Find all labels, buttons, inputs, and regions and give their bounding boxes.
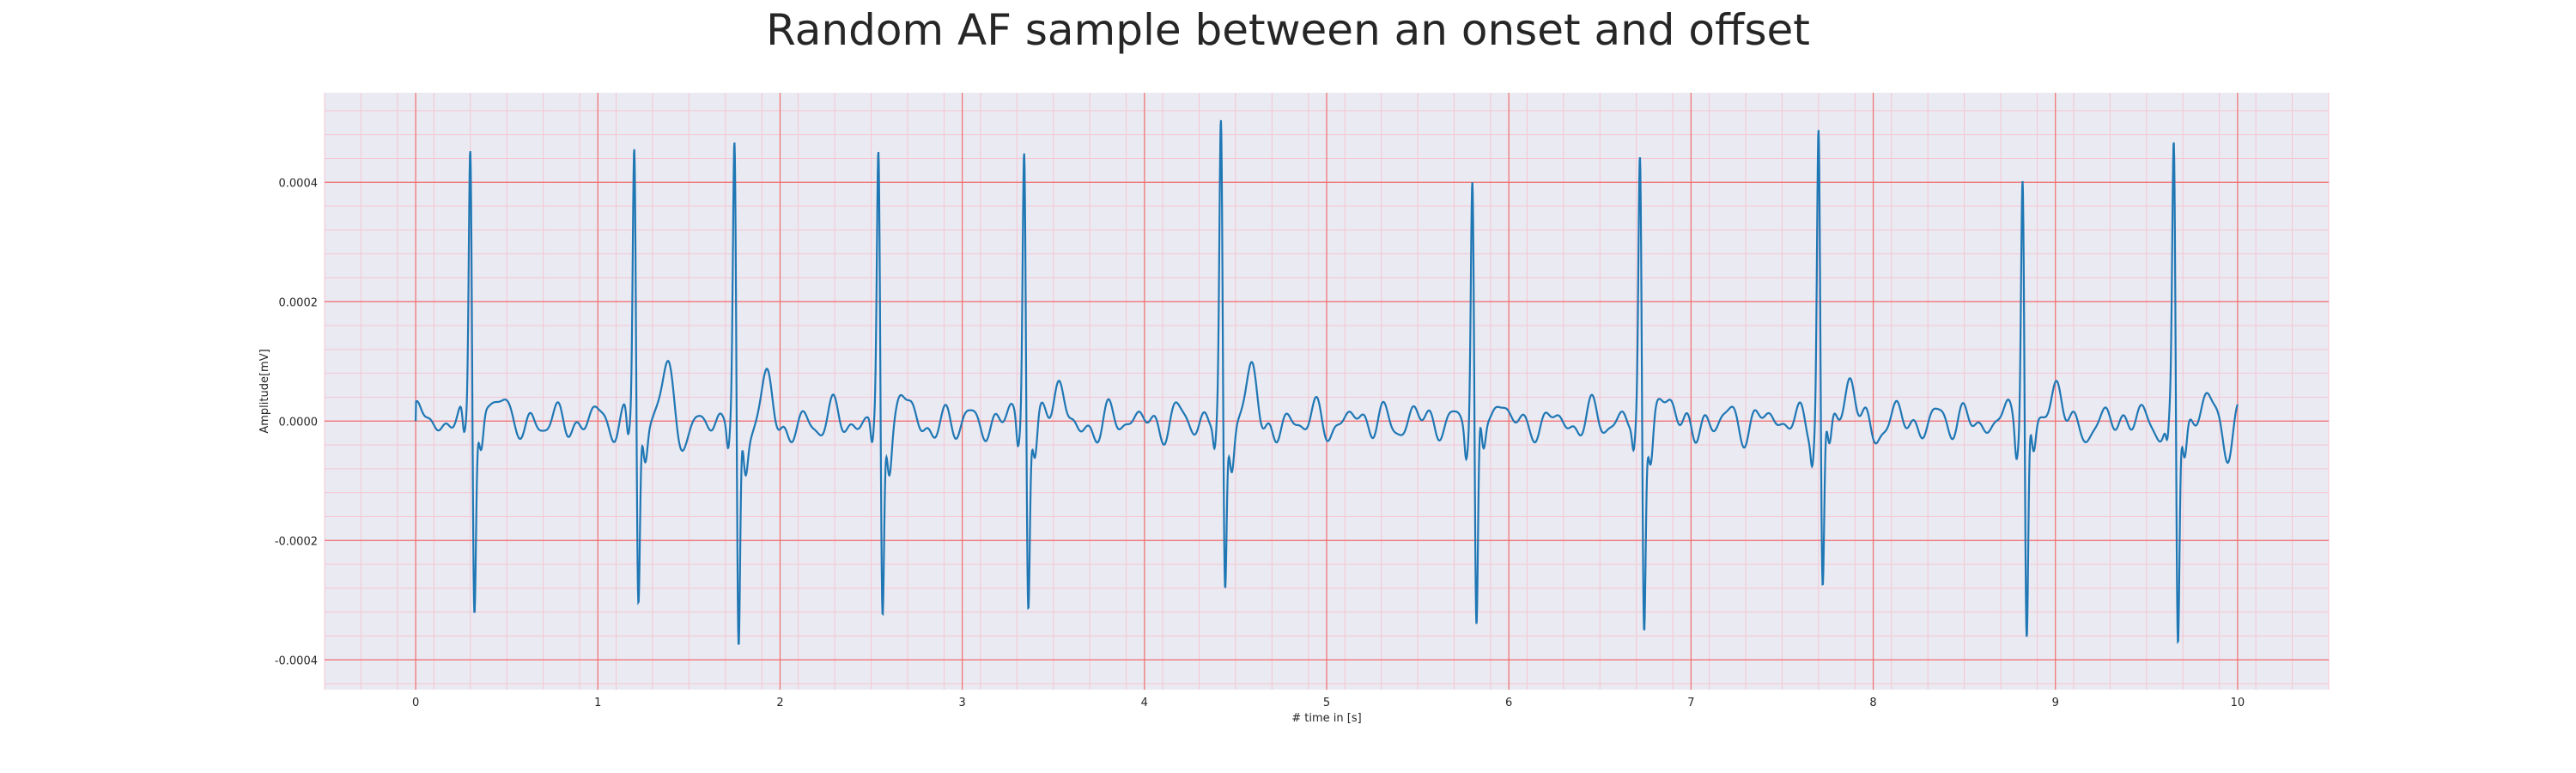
x-tick-label: 10: [2231, 697, 2245, 709]
x-tick-label: 0: [412, 697, 419, 709]
x-tick-label: 4: [1141, 697, 1148, 709]
x-tick-label: 3: [958, 697, 965, 709]
y-tick-labels: -0.0004 -0.0002 0.0000 0.0002 0.0004: [275, 177, 318, 667]
y-tick-label: 0.0002: [279, 296, 319, 309]
y-axis-label: Amplitude[mV]: [258, 349, 271, 433]
x-tick-label: 7: [1687, 697, 1694, 709]
y-tick-label: -0.0002: [275, 535, 318, 548]
x-tick-label: 2: [776, 697, 783, 709]
chart-title: Random AF sample between an onset and of…: [766, 5, 1810, 55]
x-tick-labels: 0 1 2 3 4 5 6 7 8 9 10: [412, 697, 2245, 709]
x-tick-label: 9: [2052, 697, 2059, 709]
series-line-ecg: [414, 119, 2239, 645]
y-tick-label: -0.0004: [275, 654, 318, 667]
x-tick-label: 8: [1869, 697, 1876, 709]
x-tick-label: 1: [594, 697, 601, 709]
x-axis-label: # time in [s]: [1291, 712, 1361, 725]
y-tick-label: 0.0000: [279, 416, 319, 429]
major-grid: [325, 93, 2329, 690]
y-tick-label: 0.0004: [279, 177, 319, 190]
x-tick-label: 6: [1505, 697, 1512, 709]
x-tick-label: 5: [1323, 697, 1330, 709]
